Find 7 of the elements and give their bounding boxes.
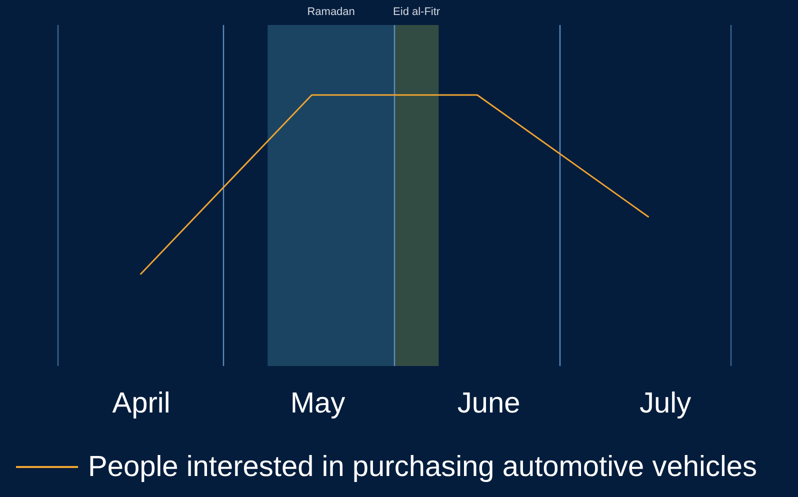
band-label: Eid al-Fitr: [393, 6, 440, 18]
x-tick-label: June: [457, 388, 520, 420]
x-tick-label: May: [290, 388, 346, 420]
x-tick-label: July: [640, 388, 692, 420]
band-label: Ramadan: [307, 6, 355, 18]
legend-label: People interested in purchasing automotive vehicles: [88, 451, 758, 483]
x-tick-label: April: [112, 388, 170, 420]
